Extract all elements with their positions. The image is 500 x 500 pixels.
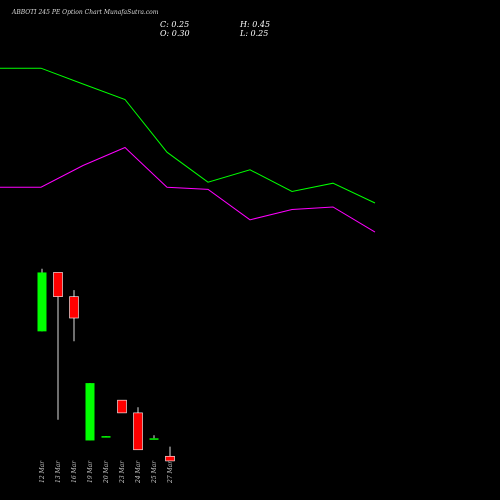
candle-27-mar xyxy=(165,446,175,462)
candle-25-mar xyxy=(149,435,159,440)
candle-body xyxy=(69,296,79,319)
x-tick-label: 23 Mar xyxy=(119,460,126,484)
high-stat: H: 0.45 xyxy=(240,20,271,29)
candle-body xyxy=(149,438,159,440)
x-tick-label: 16 Mar xyxy=(71,460,78,483)
x-tick-label: 19 Mar xyxy=(87,460,94,483)
x-tick-label: 12 Mar xyxy=(39,460,46,483)
open-stat: O: 0.30 xyxy=(160,29,190,38)
candle-13-mar xyxy=(53,272,63,420)
x-tick-label: 24 Mar xyxy=(135,460,142,484)
x-tick-label: 13 Mar xyxy=(55,460,62,483)
low-stat: L: 0.25 xyxy=(240,29,269,38)
close-stat: C: 0.25 xyxy=(160,20,190,29)
x-tick-label: 27 Mar xyxy=(167,460,174,484)
x-tick-label: 25 Mar xyxy=(151,460,158,484)
x-tick-label: 20 Mar xyxy=(103,460,110,484)
candle-12-mar xyxy=(37,268,47,332)
candle-body xyxy=(165,455,175,462)
series-line-1 xyxy=(0,67,376,204)
series-line-2 xyxy=(0,146,376,233)
candle-body xyxy=(53,272,63,297)
candle-20-mar xyxy=(101,436,111,438)
candle-body xyxy=(117,399,127,414)
candle-body xyxy=(85,383,95,441)
candle-16-mar xyxy=(69,290,79,342)
candle-23-mar xyxy=(117,399,127,414)
candle-24-mar xyxy=(133,407,143,451)
chart-title: ABBOTI 245 PE Option Chart MunafaSutra.c… xyxy=(12,9,159,16)
candle-body xyxy=(101,436,111,438)
candle-body xyxy=(133,412,143,451)
candle-body xyxy=(37,272,47,332)
candle-19-mar xyxy=(85,383,95,441)
